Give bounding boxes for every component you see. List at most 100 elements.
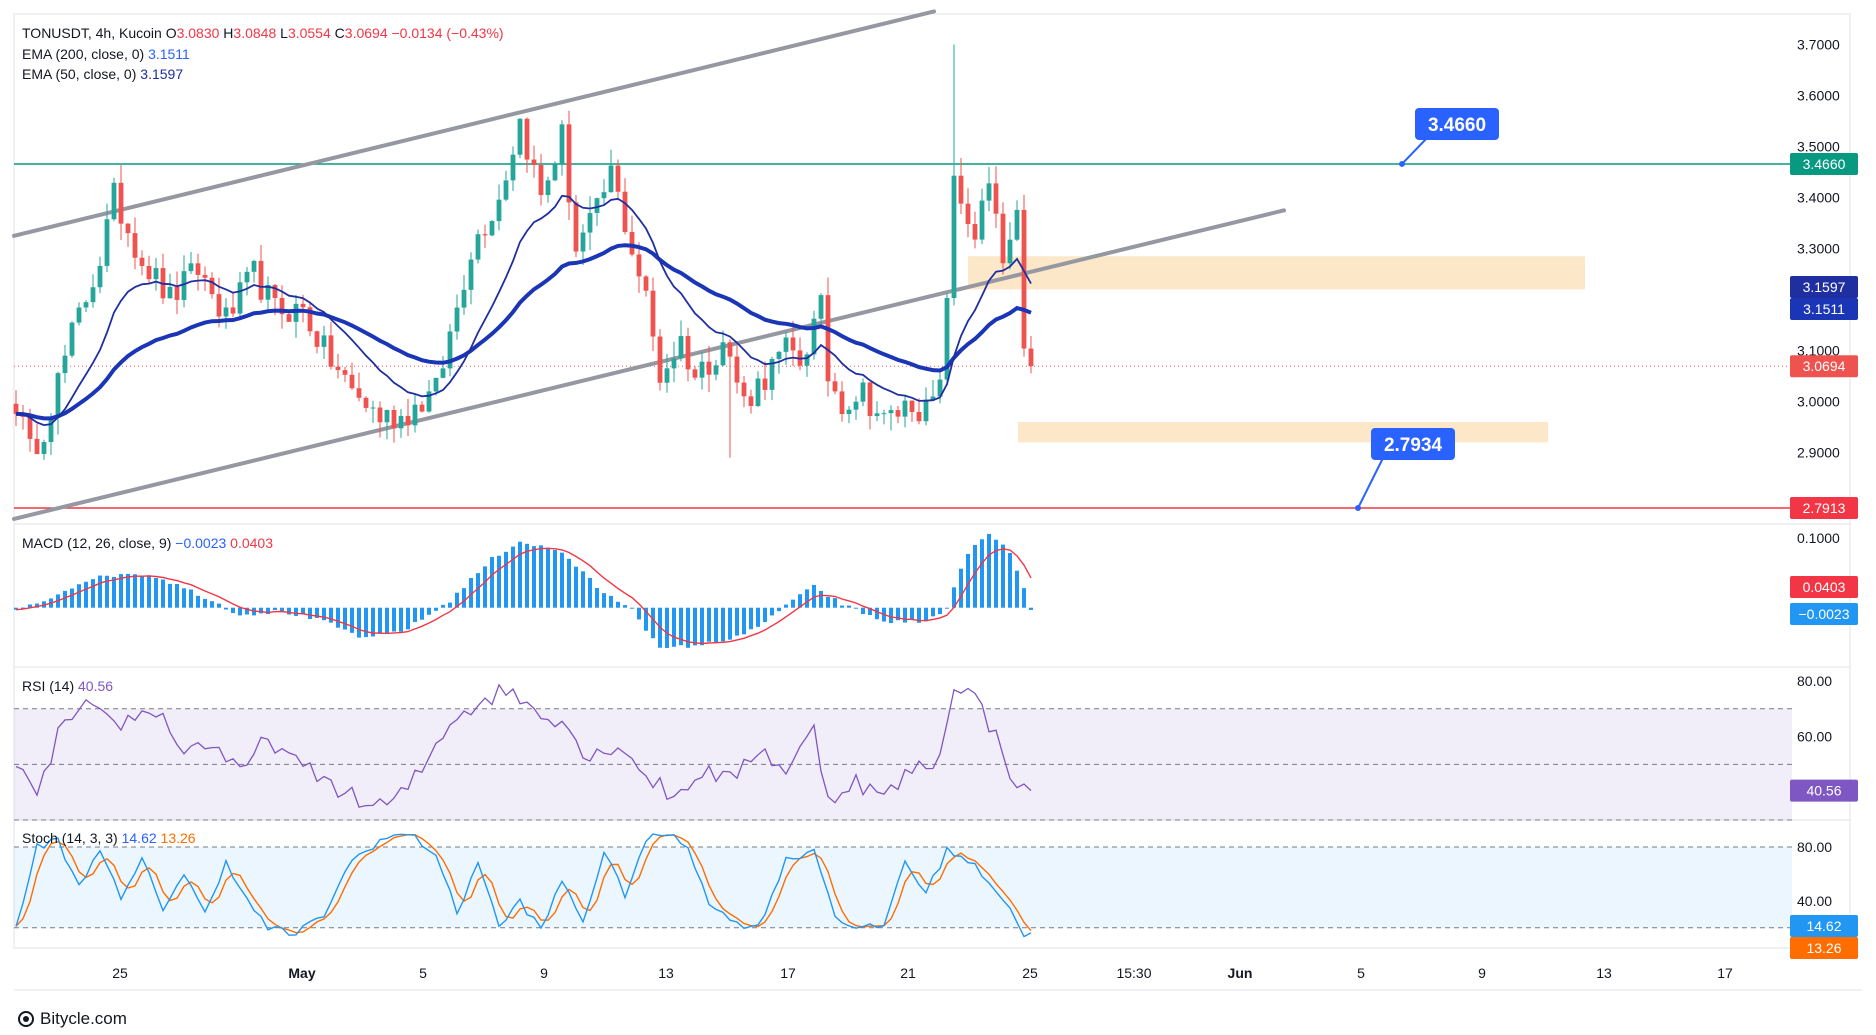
macd-histogram-bar (98, 575, 102, 608)
macd-histogram-bar (105, 575, 109, 608)
candle-body (790, 337, 796, 351)
macd-histogram-bar (644, 607, 648, 631)
price-tick-label: 3.3000 (1797, 241, 1840, 257)
macd-histogram-bar (112, 576, 116, 608)
candle-body (902, 400, 908, 417)
open-value: 3.0830 (176, 25, 220, 41)
candle-body (139, 257, 145, 266)
macd-histogram-bar (399, 607, 403, 632)
candle-body (181, 271, 187, 300)
macd-histogram-bar (147, 575, 151, 608)
macd-histogram-bar (119, 574, 123, 608)
macd-histogram-bar (406, 607, 410, 630)
macd-histogram-bar (504, 551, 508, 608)
price-tick-label: 3.6000 (1797, 88, 1840, 104)
macd-histogram-bar (987, 533, 991, 608)
candle-body (559, 124, 565, 164)
supply-zone (968, 256, 1585, 290)
macd-histogram-bar (511, 546, 515, 608)
macd-histogram-bar (224, 607, 228, 610)
macd-histogram-bar (665, 607, 669, 648)
support-callout-pointer (1357, 457, 1384, 509)
candle-body (804, 354, 810, 366)
candle-body (657, 336, 663, 383)
candle-body (258, 260, 264, 300)
candle-body (888, 410, 894, 414)
candle-body (587, 212, 593, 233)
macd-histogram-bar (826, 596, 830, 608)
candle-body (356, 388, 362, 398)
stoch-panel (14, 833, 1792, 938)
candle-body (755, 378, 761, 406)
rsi-badge (1790, 779, 1858, 802)
rsi-tick-label: 60.00 (1797, 729, 1832, 745)
stoch-tick-label: 40.00 (1797, 893, 1832, 909)
macd-histogram-bar (756, 607, 760, 627)
stoch-k-badge-text: 14.62 (1806, 918, 1841, 934)
macd-histogram-bar (728, 607, 732, 640)
time-tick-label: 13 (1596, 965, 1612, 981)
macd-histogram-bar (714, 607, 718, 642)
macd-histogram-bar (427, 607, 431, 615)
candle-body (370, 407, 376, 409)
macd-histogram-bar (329, 607, 333, 623)
macd-histogram-bar (567, 558, 571, 608)
macd-histogram-bar (539, 545, 543, 608)
price-tick-label: 3.1000 (1797, 343, 1840, 359)
candle-body (1014, 209, 1020, 240)
macd-histogram-bar (679, 607, 683, 646)
macd-histogram-bar (287, 607, 291, 615)
candle-body (454, 307, 460, 332)
candle-body (916, 412, 922, 422)
candle-body (573, 202, 579, 252)
candle-body (272, 284, 278, 298)
low-label: L (280, 25, 288, 41)
macd-histogram-bar (973, 544, 977, 608)
candle-body (685, 336, 691, 370)
candle-body (482, 234, 488, 236)
macd-histogram-bar (462, 588, 466, 608)
time-tick-label: 5 (419, 965, 427, 981)
stoch-k-line (15, 833, 1032, 938)
macd-histogram-bar (854, 607, 858, 609)
candle-body (13, 403, 19, 414)
macd-histogram-bar (266, 607, 270, 615)
support-callout-anchor (1355, 505, 1361, 512)
price-channel (12, 9, 1286, 521)
open-label: O (165, 25, 177, 41)
candle-body (727, 342, 733, 357)
candle-body (1000, 213, 1006, 264)
candle-body (440, 368, 446, 378)
macd-histogram-bar (861, 607, 865, 615)
rsi-line (15, 683, 1032, 808)
macd-histogram-bar (14, 607, 18, 610)
time-tick-label: 17 (1717, 965, 1733, 981)
price-legend: TONUSDT, 4h, Kucoin O3.0830 H3.0848 L3.0… (22, 24, 504, 43)
candle-body (699, 361, 705, 378)
candle-body (972, 224, 978, 240)
candle-body (132, 233, 138, 258)
candle-body (643, 276, 649, 291)
candle-body (146, 265, 152, 280)
close-value: 3.0694 (344, 25, 388, 41)
candle-body (174, 286, 180, 300)
candle-body (433, 377, 439, 392)
macd-histogram-bar (532, 546, 536, 608)
macd-histogram-bar (168, 583, 172, 608)
channel-upper-line (12, 9, 936, 238)
ema200-badge (1790, 298, 1858, 320)
candle-body (244, 271, 250, 283)
macd-histogram-bar (378, 607, 382, 634)
macd-histogram-bar (294, 607, 298, 616)
macd-histogram-bar (805, 589, 809, 608)
price-tick-label: 2.9000 (1797, 445, 1840, 461)
candle-body (307, 307, 313, 332)
macd-histogram-bar (700, 607, 704, 646)
candle-body (237, 282, 243, 314)
macd-histogram-bar (924, 607, 928, 622)
stoch-d-badge (1790, 937, 1858, 959)
candle-body (965, 203, 971, 225)
macd-histogram-bar (651, 607, 655, 639)
rsi-label: RSI (14) (22, 678, 75, 694)
